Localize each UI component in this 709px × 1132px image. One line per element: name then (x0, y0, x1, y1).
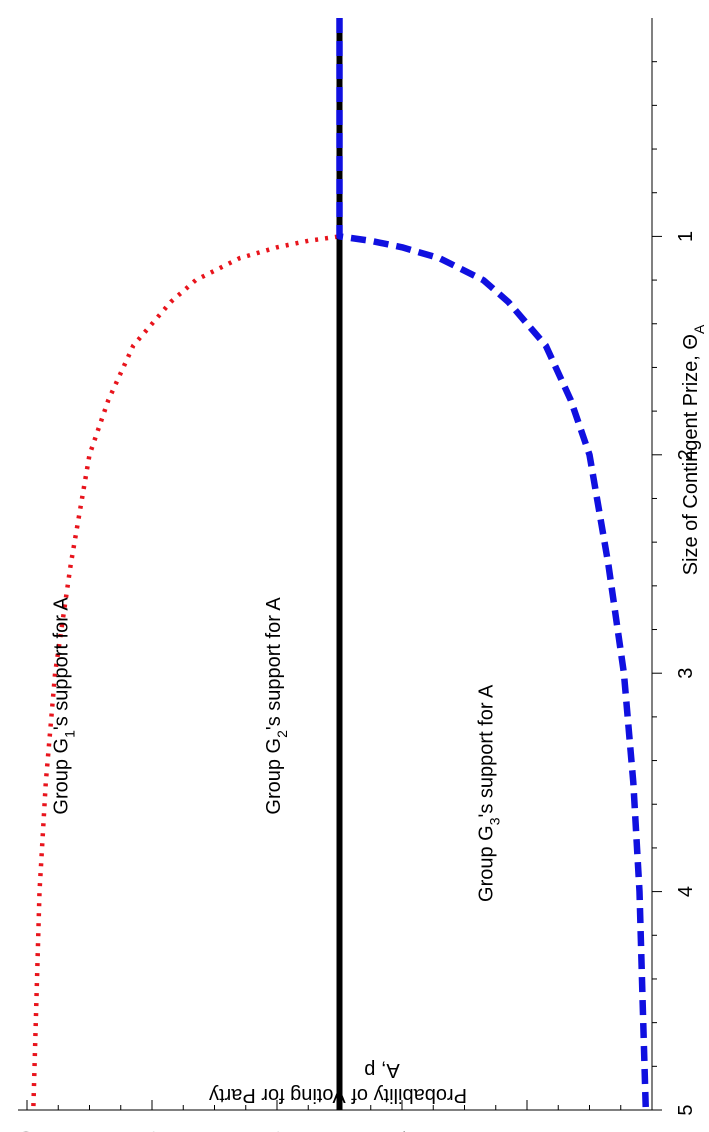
x-tick-label: 2 (675, 449, 697, 460)
annotation-prefix: Group G (263, 738, 285, 815)
annotation-suffix: 's support for A (50, 597, 72, 730)
x-axis-title: Size of Contingent Prize, ΘA (680, 324, 707, 575)
annotation-prefix: Group G (50, 738, 72, 815)
x-tick-label: 5 (675, 1104, 697, 1115)
plot-area (31, 18, 650, 1111)
annotation-subscript: 2 (274, 730, 290, 738)
x-tick-label: 4 (675, 886, 697, 897)
x-axis-title-text: Size of Contingent Prize, (680, 350, 702, 576)
series-g1-annotation: Group G1's support for A (50, 597, 77, 815)
x-tick-label: 3 (675, 668, 697, 679)
x-tick-label: 1 (675, 231, 697, 242)
y-axis-title-line-2: A, p (364, 1059, 400, 1081)
annotation-subscript: 3 (486, 817, 502, 825)
series-g2-annotation: Group G2's support for A (263, 597, 290, 815)
x-axis-title-subscript: A (691, 324, 707, 334)
y-axis-title-line-1: Probability of Voting for Party (209, 1084, 467, 1106)
series-g3-annotation: Group G3's support for A (475, 684, 502, 902)
annotation-subscript: 1 (61, 730, 77, 738)
series-g3-line (336, 18, 650, 1111)
axes: 123450.20.40.60.81.0 (16, 18, 697, 1132)
series-g1-line (31, 18, 342, 1111)
annotation-suffix: 's support for A (263, 597, 285, 730)
x-axis-title-symbol: Θ (680, 334, 702, 350)
annotation-prefix: Group G (475, 825, 497, 902)
annotation-suffix: 's support for A (475, 684, 497, 817)
